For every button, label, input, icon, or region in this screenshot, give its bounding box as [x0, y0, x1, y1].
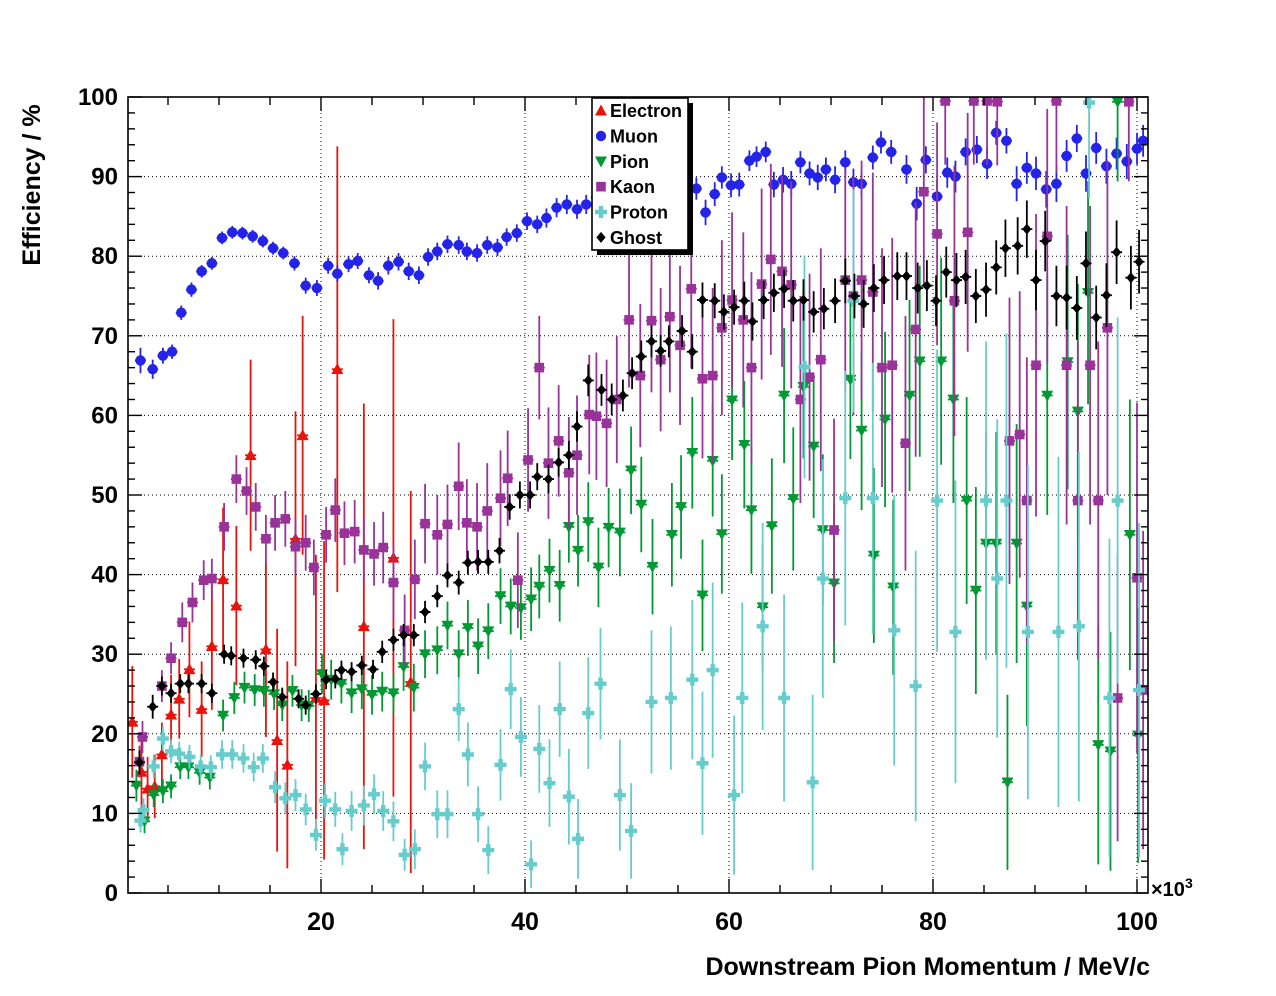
- svg-text:0: 0: [105, 880, 118, 907]
- legend-entry-pion: Pion: [595, 152, 649, 172]
- svg-text:Muon: Muon: [610, 127, 658, 147]
- svg-text:100: 100: [78, 84, 118, 111]
- legend-entry-kaon: Kaon: [596, 177, 655, 197]
- svg-text:30: 30: [91, 641, 118, 668]
- legend: Electron Muon Pion Kaon Proton Ghost: [591, 97, 693, 255]
- svg-text:80: 80: [91, 243, 118, 270]
- svg-text:70: 70: [91, 323, 118, 350]
- y-axis-title: Efficiency / %: [18, 104, 46, 265]
- svg-text:80: 80: [919, 908, 947, 936]
- svg-text:20: 20: [307, 908, 335, 936]
- axis-ticks: [128, 96, 1148, 894]
- x-axis-title: Downstream Pion Momentum / MeV/c: [705, 953, 1150, 981]
- series-ghost: [133, 200, 1145, 775]
- y-tick-labels: 0 10 20 30 40 50 60 70 80 90 100: [78, 84, 118, 907]
- svg-text:Electron: Electron: [610, 101, 682, 121]
- svg-text:Kaon: Kaon: [610, 177, 655, 197]
- svg-text:20: 20: [91, 721, 118, 748]
- series-proton: [134, 97, 1146, 889]
- svg-text:40: 40: [91, 562, 118, 589]
- x-tick-labels: 20 40 60 80 100: [307, 908, 1158, 936]
- svg-text:40: 40: [511, 908, 539, 936]
- svg-text:60: 60: [715, 908, 743, 936]
- svg-text:90: 90: [91, 164, 118, 191]
- svg-text:60: 60: [91, 402, 118, 429]
- legend-entry-electron: Electron: [595, 101, 682, 121]
- svg-text:Proton: Proton: [610, 203, 668, 223]
- svg-text:Ghost: Ghost: [610, 228, 662, 248]
- svg-text:100: 100: [1116, 908, 1158, 936]
- svg-text:50: 50: [91, 482, 118, 509]
- svg-text:10: 10: [91, 800, 118, 827]
- legend-entry-proton: Proton: [595, 203, 668, 223]
- legend-entry-muon: Muon: [595, 127, 658, 147]
- legend-entry-ghost: Ghost: [596, 228, 662, 248]
- svg-text:Pion: Pion: [610, 152, 649, 172]
